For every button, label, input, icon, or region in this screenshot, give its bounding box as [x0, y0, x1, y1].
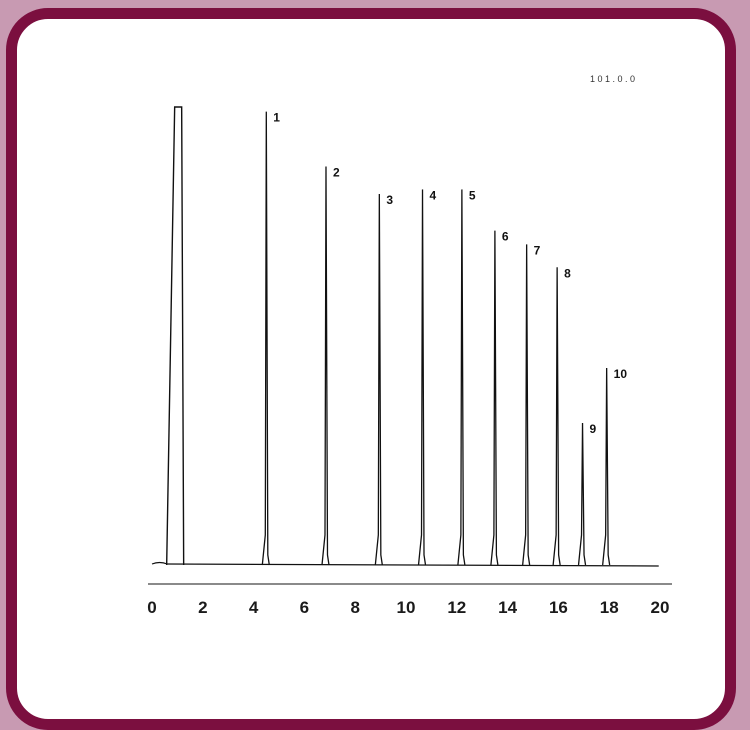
peak-6 — [490, 230, 499, 566]
x-tick-label-18: 18 — [600, 598, 619, 617]
peak-3 — [374, 194, 383, 566]
x-tick-label-20: 20 — [651, 598, 670, 617]
solvent-peak — [165, 106, 185, 566]
peak-label-2: 2 — [333, 166, 340, 180]
x-tick-label-4: 4 — [249, 598, 259, 617]
x-tick-label-16: 16 — [549, 598, 568, 617]
peak-2 — [321, 166, 330, 566]
x-tick-label-12: 12 — [447, 598, 466, 617]
peak-5 — [457, 189, 466, 566]
chart-frame — [6, 8, 736, 730]
x-tick-label-2: 2 — [198, 598, 207, 617]
peak-10 — [602, 368, 611, 566]
x-tick-label-8: 8 — [350, 598, 359, 617]
peak-label-7: 7 — [534, 243, 541, 257]
x-tick-label-6: 6 — [300, 598, 309, 617]
trace-layer — [151, 106, 659, 567]
peak-labels: 1 2 3 4 5 6 7 8 9 10 — [273, 111, 627, 436]
x-tick-label-0: 0 — [147, 598, 156, 617]
peak-label-1: 1 — [273, 111, 280, 125]
x-tick-labels: 0 2 4 6 8 10 12 14 16 18 20 — [147, 598, 669, 617]
peak-4 — [417, 189, 427, 566]
peak-1 — [261, 111, 270, 566]
x-tick-label-14: 14 — [498, 598, 517, 617]
peak-label-9: 9 — [590, 422, 597, 436]
peak-label-10: 10 — [614, 367, 628, 381]
peak-label-5: 5 — [469, 188, 476, 202]
peak-label-6: 6 — [502, 230, 509, 244]
header-text: 1 0 1 . 0 . 0 — [590, 74, 635, 84]
peak-7 — [522, 244, 531, 566]
x-tick-label-10: 10 — [397, 598, 416, 617]
baseline-trace — [151, 561, 659, 567]
peak-label-3: 3 — [386, 193, 393, 207]
peak-9 — [577, 423, 587, 566]
peak-8 — [552, 267, 561, 566]
peak-label-8: 8 — [564, 266, 571, 280]
peak-label-4: 4 — [430, 188, 437, 202]
